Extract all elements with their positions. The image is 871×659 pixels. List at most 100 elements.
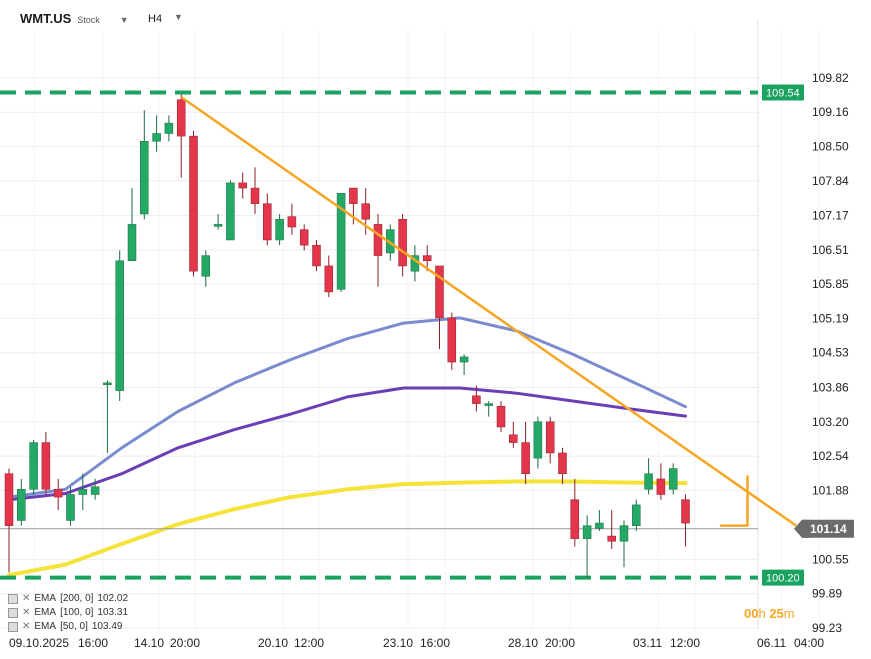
horizontal-levels: 109.54 100.20 101.14 [0,84,854,586]
price-tick-label: 99.89 [812,587,842,601]
drawings [180,96,797,527]
price-tick-label: 106.51 [812,243,849,257]
candle-body [632,504,641,526]
candle-body [422,255,432,262]
candle-body [78,489,88,495]
indicator-params: [200, 0] [60,593,94,604]
symbol-header[interactable]: WMT.US Stock ▼ [20,11,129,26]
candle-body [595,522,604,529]
trend-line [180,96,797,527]
remove-indicator-icon[interactable]: ✕ [22,593,31,604]
price-tick-label: 99.23 [812,621,842,635]
candle-body [373,224,383,256]
candle-body [435,265,444,319]
indicator-legend-ema50[interactable]: ✕ EMA [50, 0] 103.49 [8,621,122,632]
indicator-params: [100, 0] [60,607,94,618]
level-price-tag [762,84,804,101]
candle-body [681,499,690,524]
time-tick-label: 20:00 [545,636,575,650]
candle-body [263,203,272,241]
price-tick-label: 107.17 [812,209,849,223]
candle-body [152,133,161,142]
candle-body [312,244,321,267]
time-tick-label: 06.11 [757,636,786,650]
symbol-name: WMT.US [20,11,72,26]
indicator-params: [50, 0] [60,621,88,632]
candle-body [250,187,260,204]
candle-body [275,218,284,241]
indicator-value: 103.31 [97,607,129,618]
candle-body [127,224,137,262]
price-tick-label: 109.82 [812,71,849,85]
price-axis: 109.82 109.16 108.50 107.84 107.17 106.51 105.… [812,71,849,635]
timeframe-label[interactable]: H4 [148,13,163,25]
candle-body [41,442,51,490]
price-tick-label: 101.88 [812,483,849,497]
candle-body [533,421,543,459]
candle-body [496,405,506,428]
time-axis: 09.10.2025 16:00 14.10 20:00 20.10 12:00 23.10… [9,636,824,650]
candle-body [189,135,198,272]
candle-body [447,317,457,363]
price-tick-label: 102.54 [812,449,849,463]
indicator-value: 102.02 [97,593,129,604]
candle-body [509,434,518,443]
candle-body [29,442,38,490]
time-tick-label: 03.11 [633,636,662,650]
current-price-tag [794,519,854,538]
candle-body [349,187,358,204]
ema-line-200 [7,479,688,577]
candle-body [140,141,149,215]
indicator-name: EMA [34,607,57,618]
time-tick-label: 09.10.2025 [9,636,69,650]
asset-type: Stock [77,15,100,25]
candle-body [201,255,211,277]
price-tick-label: 107.84 [812,174,849,188]
candle-body [619,525,629,542]
ema-lines [7,316,688,577]
indicator-settings-icon[interactable] [8,621,18,632]
candle-body [361,203,370,220]
candle-body [287,216,297,228]
projection-arrow [719,475,749,527]
time-tick-label: 23.10 [383,636,413,650]
timeframe-dropdown-icon[interactable]: ▼ [174,12,183,22]
indicator-legend-ema100[interactable]: ✕ EMA [100, 0] 103.31 [8,607,128,618]
indicator-settings-icon[interactable] [8,607,18,618]
ema-line-100 [7,386,687,502]
candle-body [176,99,186,137]
countdown-hours-unit: h [758,606,766,621]
remove-indicator-icon[interactable]: ✕ [22,607,31,618]
remove-indicator-icon[interactable]: ✕ [22,621,31,632]
candle-body [521,442,530,474]
candle-body [17,489,26,521]
countdown-minutes: 25 [769,606,784,621]
time-tick-label: 28.10 [508,636,538,650]
level-price-label: 100.20 [766,573,800,585]
level-price-tag [762,569,804,586]
candle-body [472,395,481,404]
symbol-dropdown-icon[interactable]: ▼ [119,15,129,25]
indicator-settings-icon[interactable] [8,593,18,604]
candle-body [226,182,235,241]
candle-body [644,473,653,490]
price-tick-label: 108.50 [812,139,849,153]
time-tick-label: 14.10 [134,636,164,650]
candle-countdown: 00h 25m [744,606,795,621]
candle-body [66,494,75,521]
candle-body [299,229,309,246]
candle-body [668,468,678,490]
indicator-name: EMA [34,593,57,604]
candle-body [4,473,14,526]
time-tick-label: 12:00 [670,636,700,650]
price-tick-label: 104.53 [812,346,849,360]
ema-line-50 [7,316,687,499]
candle-body [164,122,174,134]
indicator-legend-ema200[interactable]: ✕ EMA [200, 0] 102.02 [8,593,128,604]
candle-body [324,265,334,293]
candle-body [545,421,555,454]
candle-body [570,499,580,539]
candle-body [103,382,112,386]
